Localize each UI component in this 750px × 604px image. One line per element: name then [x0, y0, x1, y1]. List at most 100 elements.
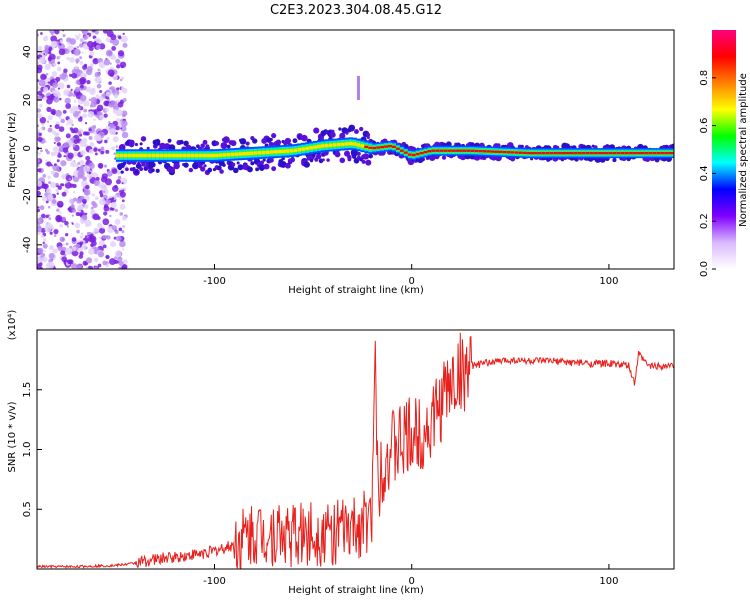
spectrogram-peak-mark — [636, 151, 641, 155]
spectrogram-peak-mark — [419, 151, 424, 155]
spectrogram-noise-mark — [61, 183, 65, 187]
spectrogram-peak-mark — [506, 151, 511, 154]
spectrogram-noise-mark — [44, 159, 48, 162]
spectrogram-x-tick-label: 100 — [599, 276, 618, 287]
spectrogram-halo-mark — [338, 127, 342, 131]
spectrogram-noise-mark — [80, 72, 87, 79]
snr-x-label: Height of straight line (km) — [288, 585, 424, 596]
spectrogram-noise-mark — [122, 32, 125, 36]
spectrogram-noise-mark — [75, 68, 80, 74]
spectrogram-noise-mark — [98, 61, 106, 69]
spectrogram-noise-mark — [80, 210, 84, 213]
spectrogram-peak-mark — [632, 151, 637, 155]
spectrogram-noise-mark — [53, 234, 57, 237]
spectrogram-halo-mark — [284, 137, 292, 145]
spectrogram-halo-mark — [339, 157, 346, 164]
spectrogram-noise-mark — [60, 173, 67, 180]
spectrogram-halo-mark — [326, 158, 330, 162]
spectrogram-noise-mark — [62, 243, 65, 246]
spectrogram-ridge-mark — [332, 143, 338, 147]
spectrogram-halo-mark — [279, 161, 287, 168]
spectrogram-halo-mark — [356, 151, 361, 156]
spectrogram-noise-mark — [97, 222, 103, 229]
spectrogram-noise-mark — [107, 199, 111, 204]
spectrogram-peak-mark — [601, 151, 606, 155]
spectrogram-noise-mark — [102, 218, 110, 226]
spectrogram-halo-mark — [314, 158, 319, 162]
spectrogram-noise-mark — [65, 133, 71, 139]
spectrogram-noise-mark — [109, 62, 112, 65]
snr-x-tick-label: 100 — [599, 576, 618, 587]
spectrogram-noise-mark — [83, 188, 91, 196]
spectrogram-noise-mark — [73, 151, 78, 157]
spectrogram-halo-mark — [271, 166, 277, 172]
spectrogram-noise-mark — [121, 263, 128, 269]
spectrogram-noise-mark — [67, 207, 71, 211]
spectrogram-ridge-mark — [261, 150, 267, 155]
spectrogram-noise-mark — [43, 86, 49, 93]
spectrogram-noise-mark — [57, 202, 64, 208]
spectrogram-noise-mark — [120, 86, 125, 91]
spectrogram-noise-mark — [115, 145, 118, 148]
spectrogram-noise-mark — [102, 260, 108, 266]
spectrogram-noise-mark — [50, 59, 56, 64]
spectrogram-noise-mark — [72, 208, 77, 213]
spectrogram-noise-mark — [112, 185, 119, 192]
spectrogram-noise-mark — [117, 50, 125, 57]
spectrogram-noise-mark — [108, 258, 116, 265]
spectrogram-peak-mark — [407, 153, 413, 156]
spectrogram-halo-mark — [219, 169, 224, 174]
spectrogram-noise-mark — [98, 236, 102, 240]
spectrogram-noise-mark — [53, 172, 60, 178]
spectrogram-halo-mark — [237, 164, 244, 171]
spectrogram-halo-mark — [290, 157, 295, 163]
spectrogram-halo-mark — [146, 146, 150, 150]
spectrogram-noise-mark — [79, 94, 87, 102]
spectrogram-noise-mark — [85, 184, 90, 190]
spectrogram-noise-mark — [57, 185, 62, 190]
spectrogram-ridge-mark — [340, 142, 346, 146]
spectrogram-noise-mark — [54, 135, 61, 143]
spectrogram-noise-mark — [59, 39, 64, 44]
spectrogram-noise-mark — [102, 30, 108, 34]
spectrogram-noise-mark — [40, 213, 46, 219]
spectrogram-peak-mark — [451, 149, 456, 152]
spectrogram-noise-mark — [74, 65, 79, 70]
spectrogram-halo-mark — [247, 166, 253, 173]
spectrogram-halo-mark — [118, 144, 126, 151]
spectrogram-peak-mark — [431, 149, 436, 152]
spectrogram-noise-mark — [37, 206, 40, 209]
spectrogram-noise-mark — [59, 236, 66, 243]
spectrogram-noise-mark — [108, 121, 111, 124]
spectrogram-noise-mark — [89, 104, 93, 108]
spectrogram-noise-mark — [121, 199, 125, 203]
spectrogram-peak-mark — [514, 151, 519, 154]
spectrogram-noise-mark — [102, 244, 107, 249]
spectrogram-ridge-mark — [214, 153, 219, 158]
spectrogram-noise-mark — [97, 108, 101, 112]
spectrogram-noise-mark — [46, 161, 52, 167]
spectrogram-noise-mark — [59, 211, 62, 214]
spectrogram-noise-mark — [40, 127, 43, 130]
spectrogram-ridge-mark — [246, 151, 251, 156]
colorbar-gradient — [712, 30, 736, 269]
spectrogram-noise-mark — [97, 162, 104, 169]
snr-series-line — [37, 332, 674, 569]
spectrogram-y-tick-label: 20 — [22, 94, 33, 107]
spectrogram-noise-mark — [121, 76, 125, 80]
spectrogram-noise-mark — [99, 193, 104, 198]
spectrogram-noise-mark — [79, 251, 84, 256]
spectrogram-noise-mark — [50, 151, 56, 157]
spectrogram-noise-mark — [83, 165, 91, 172]
spectrogram-noise-mark — [83, 35, 88, 40]
spectrogram-peak-mark — [411, 153, 417, 157]
spectrogram-noise-mark — [87, 265, 94, 269]
spectrogram-noise-mark — [118, 227, 123, 232]
spectrogram-peak-mark — [640, 151, 645, 155]
spectrogram-noise-mark — [93, 227, 99, 233]
spectrogram-noise-mark — [50, 170, 55, 175]
spectrogram-noise-mark — [65, 232, 69, 237]
spectrogram-y-tick-label: 0 — [22, 145, 33, 151]
spectrogram-noise-mark — [41, 195, 48, 202]
spectrogram-halo-mark — [167, 138, 172, 143]
